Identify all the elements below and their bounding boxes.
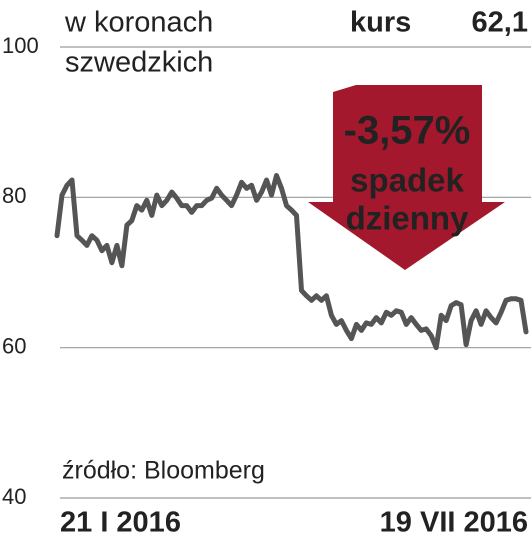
y-tick-label: 100 [2,33,39,58]
unit-label: szwedzkich [65,47,213,79]
y-tick-label: 40 [2,484,26,509]
x-tick-label: 21 I 2016 [60,507,181,539]
annotation-arrow [308,85,505,270]
price-value: 62,1 [472,7,528,39]
source: źródło: Bloomberg [62,457,265,485]
x-tick-label: 19 VII 2016 [380,507,528,539]
annotation-change: -3,57% [344,109,471,153]
price-label: kurs [350,7,411,39]
price-line [54,173,529,351]
y-tick-label: 80 [2,183,26,208]
annotation-text: dzienny [346,200,469,237]
unit-label: w koronach [64,7,213,39]
y-tick-label: 60 [2,333,26,358]
annotation-text: spadek [350,162,464,199]
